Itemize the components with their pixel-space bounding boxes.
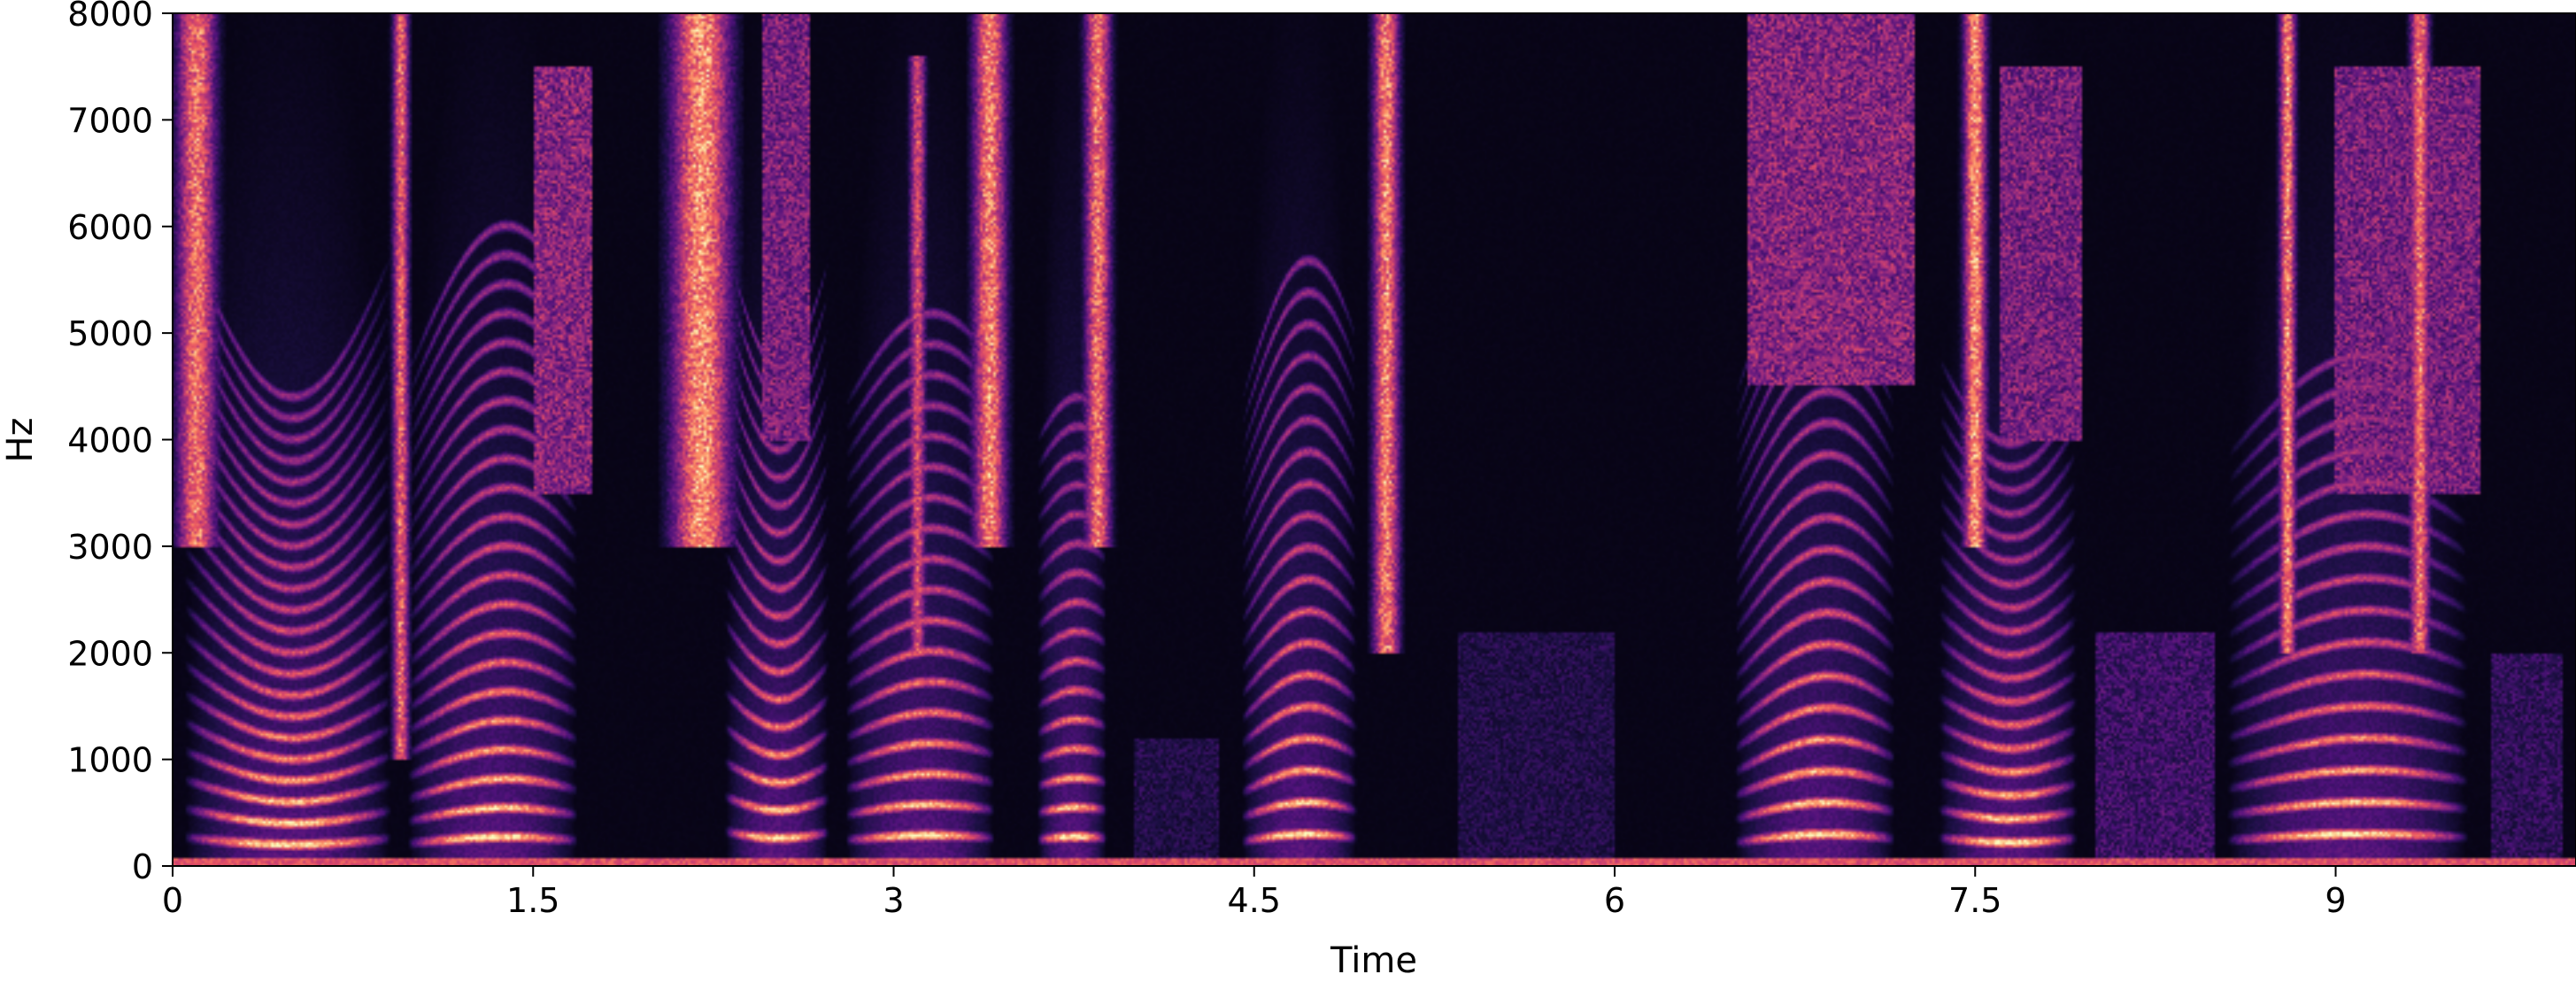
y-tick-label: 4000 — [67, 421, 153, 460]
y-axis: 0 1000 2000 3000 4000 5000 6000 7000 8000 — [67, 0, 173, 886]
y-tick-label: 1000 — [67, 741, 153, 780]
y-tick-label: 7000 — [67, 101, 153, 140]
spectrogram-plot-area — [173, 13, 2576, 866]
y-tick-label: 3000 — [67, 528, 153, 567]
x-tick-label: 9 — [2325, 881, 2346, 920]
y-axis-label: Hz — [0, 417, 41, 462]
y-tick-label: 5000 — [67, 314, 153, 353]
x-axis: 0 1.5 3 4.5 6 7.5 9 — [162, 866, 2347, 920]
x-tick-label: 0 — [162, 881, 183, 920]
x-tick-label: 6 — [1604, 881, 1625, 920]
x-tick-label: 1.5 — [506, 881, 559, 920]
x-axis-label: Time — [1330, 940, 1417, 981]
y-tick-label: 6000 — [67, 208, 153, 247]
x-tick-label: 3 — [883, 881, 904, 920]
x-tick-label: 4.5 — [1228, 881, 1281, 920]
spectrogram-image — [173, 13, 2576, 866]
y-tick-label: 8000 — [67, 0, 153, 34]
y-tick-label: 0 — [132, 847, 153, 886]
x-tick-label: 7.5 — [1948, 881, 2001, 920]
y-tick-label: 2000 — [67, 634, 153, 673]
